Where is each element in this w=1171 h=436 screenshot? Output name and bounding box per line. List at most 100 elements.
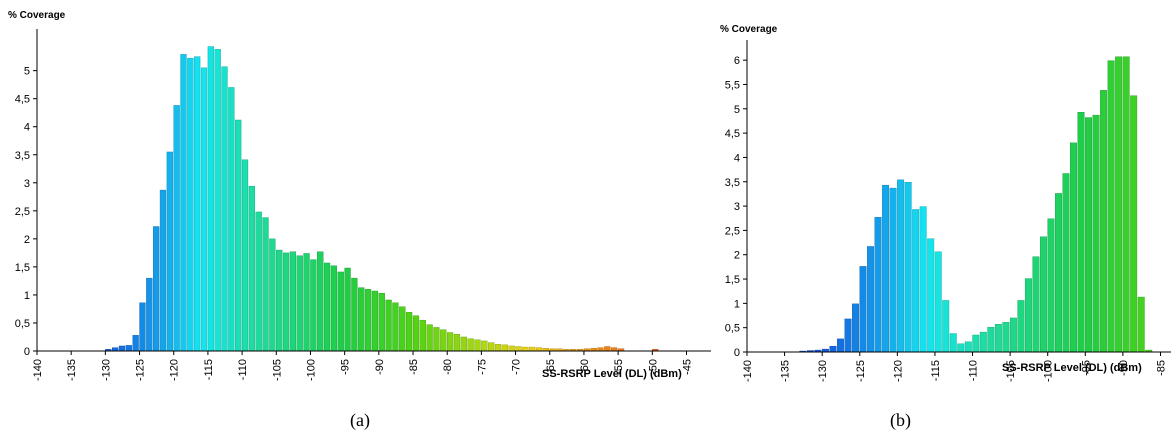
histogram-bar <box>837 338 844 353</box>
x-tick-label: -95 <box>340 359 352 375</box>
histogram-bar <box>194 56 201 352</box>
histogram-bar <box>1070 142 1077 353</box>
x-tick-label: -55 <box>613 359 625 375</box>
y-tick-label: 6 <box>734 55 740 67</box>
y-tick-label: 4 <box>24 122 30 134</box>
histogram-bar <box>488 342 495 352</box>
histogram-bar <box>1077 111 1085 353</box>
y-tick-label: 3,5 <box>15 150 30 162</box>
histogram-bar <box>317 251 324 352</box>
histogram-bar <box>228 87 235 352</box>
histogram-bar <box>1024 278 1032 353</box>
histogram-bar <box>385 299 392 352</box>
histogram-bar <box>829 345 837 353</box>
histogram-bar <box>535 347 543 352</box>
y-axis-title: % Coverage <box>8 10 66 21</box>
x-tick-label: -130 <box>100 359 112 381</box>
histogram-bar <box>180 54 187 352</box>
histogram-bar <box>235 119 242 352</box>
histogram-bar <box>392 302 399 352</box>
bar-series <box>799 56 1153 353</box>
histogram-bar <box>166 151 173 352</box>
histogram-bar <box>874 217 882 353</box>
y-tick-label: 3 <box>734 201 740 213</box>
histogram-bar <box>248 185 255 352</box>
histogram-bar <box>173 105 180 352</box>
histogram-bar <box>146 277 153 352</box>
histogram-bar <box>1130 95 1138 353</box>
histogram-bar <box>1040 236 1047 353</box>
histogram-bar <box>139 302 146 352</box>
histogram-bar <box>529 346 536 352</box>
histogram-bar <box>942 300 950 353</box>
y-tick-label: 4 <box>734 152 740 164</box>
histogram-bar <box>207 46 214 352</box>
y-tick-label: 1 <box>24 290 30 302</box>
histogram-bar <box>852 303 859 353</box>
histogram-bar <box>949 333 957 353</box>
y-tick-label: 0,5 <box>725 323 740 335</box>
histogram-bar <box>844 318 852 353</box>
y-tick-label: 1,5 <box>725 274 740 286</box>
histogram-bar <box>241 159 249 352</box>
x-tick-label: -140 <box>32 359 44 381</box>
histogram-bar <box>111 347 119 352</box>
x-tick-label: -125 <box>135 359 147 381</box>
chart-panel-b: % Coverage 0 0,5 1 1,5 2 2,5 3 3,5 4 4,5 5 5,5 6 -140… <box>720 0 1171 436</box>
x-tick-label: -140 <box>742 360 754 382</box>
histogram-bar <box>522 346 529 352</box>
histogram-bar <box>289 251 296 352</box>
x-tick-label: -65 <box>545 359 557 375</box>
histogram-bar <box>604 346 611 352</box>
y-tick-label: 5 <box>734 104 740 116</box>
histogram-bar <box>515 346 522 352</box>
histogram-bar <box>994 324 1002 353</box>
histogram-bar <box>964 341 972 353</box>
histogram-bar <box>1107 60 1115 353</box>
x-tick-label: -75 <box>476 359 488 375</box>
x-tick-label: -135 <box>780 360 792 382</box>
histogram-bar <box>337 271 344 352</box>
histogram-bar <box>1100 90 1108 353</box>
histogram-bar <box>159 189 167 352</box>
histogram-bar <box>494 344 502 352</box>
histogram-bar <box>1062 173 1070 353</box>
x-tick-label: -70 <box>511 359 523 375</box>
y-tick-label: 5 <box>24 66 30 78</box>
histogram-bar <box>987 326 995 353</box>
histogram-bar <box>153 226 160 352</box>
y-tick-label: 1 <box>734 298 740 310</box>
x-tick-label: -135 <box>66 359 78 381</box>
histogram-bar <box>1085 117 1093 353</box>
histogram-bar <box>344 267 351 352</box>
histogram-bar <box>889 187 897 353</box>
histogram-bar <box>269 238 276 352</box>
histogram-bar <box>597 347 604 352</box>
histogram-bar <box>467 338 474 352</box>
histogram-bar <box>330 265 338 352</box>
y-axis-title: % Coverage <box>720 24 778 35</box>
x-tick-label: -130 <box>817 360 829 382</box>
histogram-bar <box>296 255 303 352</box>
histogram-bar <box>867 246 875 353</box>
histogram-bar <box>979 331 987 353</box>
histogram-bar <box>460 336 467 352</box>
histogram-bar <box>371 290 379 352</box>
x-tick-label: -105 <box>1005 360 1017 382</box>
x-axis-title: SS-RSRP Level (DL) (dBm) <box>1002 362 1142 374</box>
histogram-bar <box>1032 256 1040 353</box>
x-tick-label: -110 <box>968 360 980 381</box>
histogram-bar <box>972 334 980 353</box>
histogram-bar <box>310 259 317 352</box>
histogram-bar <box>419 319 426 352</box>
y-tick-label: 2 <box>24 234 30 246</box>
histogram-bar <box>303 253 310 352</box>
y-tick-label: 3 <box>24 178 30 190</box>
histogram-bar <box>1017 300 1025 353</box>
histogram-bar <box>1002 322 1010 353</box>
x-tick-label: -90 <box>374 359 386 375</box>
histogram-bar <box>897 179 905 353</box>
chart-panel-a: % Coverage 0 0,5 1 1,5 2 2,5 3 3,5 4 4,5 5 -140 -135… <box>8 10 711 430</box>
y-tick-label: 2,5 <box>725 225 740 237</box>
histogram-bar <box>221 66 228 352</box>
